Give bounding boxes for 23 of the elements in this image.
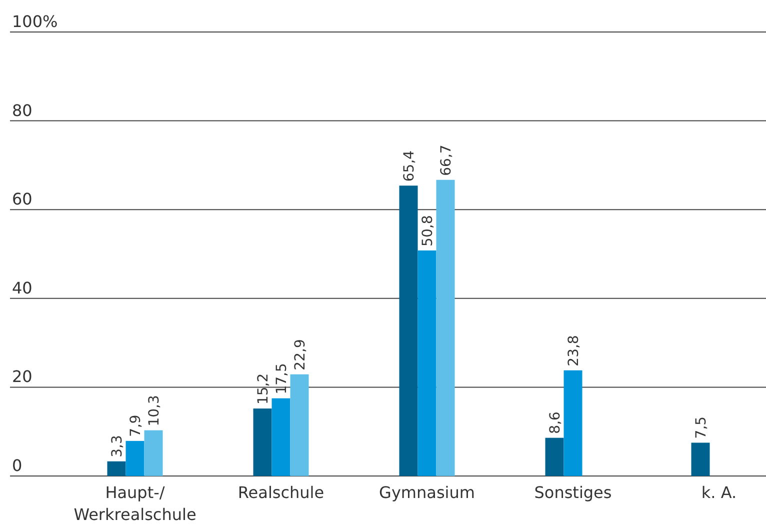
- data-label: 65,4: [402, 150, 418, 182]
- y-tick-label: 0: [12, 456, 22, 475]
- data-label: 22,9: [292, 339, 308, 370]
- data-label: 66,7: [438, 144, 454, 176]
- data-label: 17,5: [274, 363, 290, 394]
- x-tick-label: Gymnasium: [379, 483, 475, 502]
- y-tick-label: 60: [12, 190, 32, 209]
- x-tick-label: Realschule: [238, 483, 324, 502]
- data-label: 3,3: [110, 435, 126, 458]
- data-label: 23,8: [566, 335, 582, 366]
- data-label: 15,2: [256, 373, 272, 405]
- data-label: 10,3: [146, 395, 162, 426]
- data-label: 7,5: [694, 416, 710, 439]
- data-label: 50,8: [420, 215, 436, 246]
- y-tick-label: 80: [12, 100, 32, 120]
- x-tick-label: Haupt-/ Werkrealschule: [74, 483, 196, 524]
- y-tick-label: 100%: [12, 12, 58, 31]
- x-tick-label: k. A.: [701, 483, 737, 502]
- y-tick-label: 20: [12, 367, 32, 386]
- x-tick-label: Sonstiges: [534, 483, 612, 502]
- data-label: 7,9: [128, 414, 144, 437]
- y-tick-label: 40: [12, 278, 32, 298]
- data-label: 8,6: [548, 411, 564, 434]
